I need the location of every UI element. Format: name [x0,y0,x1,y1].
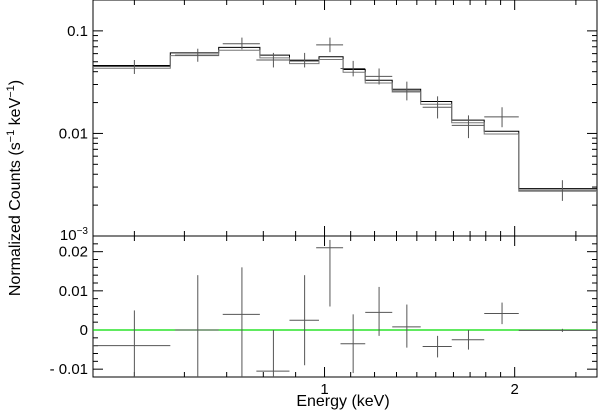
data-point [340,60,366,77]
data-point [175,48,219,62]
data-point [256,52,290,68]
residual-point [175,275,219,377]
ylabel-part-3: ) [7,80,24,85]
residual-point [484,302,519,325]
y-axis-label: Normalized Counts (s−1 keV−1) [5,80,24,296]
residual-point [340,314,366,374]
data-point [289,52,319,68]
ytick-label-bottom-3: - 0.01 [50,361,88,378]
model-step-line-secondary [93,49,597,192]
residual-point [289,275,319,366]
residual-point [256,330,290,377]
bottom-panel-ticks: 1 2 0.02 0.01 0 - 0.01 [50,235,597,398]
ytick-label-top-0: 0.1 [67,23,88,40]
data-point [484,107,519,128]
model-step-line [93,46,597,190]
top-panel-frame [92,0,598,237]
residual-point [222,267,260,377]
data-point [518,180,597,201]
ytick-min-base: 10 [60,227,77,244]
residual-point [518,328,597,332]
data-points [93,37,597,201]
ylabel-sup-2: −1 [5,85,17,98]
residual-point [422,335,452,358]
residual-point [93,310,171,377]
ytick-label-bottom-1: 0.01 [59,283,88,300]
data-point [451,115,485,139]
ytick-label-bottom-0: 0.02 [59,244,88,261]
residual-points [93,239,597,377]
ylabel-sup-1: −1 [5,130,17,143]
ytick-label-bottom-2: 0 [80,322,88,339]
top-panel-ticks: 0.1 0.01 [59,0,597,237]
data-point [222,37,260,50]
data-point [392,81,421,101]
ylabel-part-1: Normalized Counts (s [7,142,24,296]
ytick-min-exp: −3 [77,226,89,237]
xtick-label-0: 1 [320,381,328,398]
residual-point [316,239,344,307]
ytick-label-top-1: 0.01 [59,125,88,142]
data-point [422,96,452,119]
residual-point [451,330,485,350]
data-point [93,60,171,74]
model-curve [93,46,597,192]
bottom-panel-frame [92,235,598,378]
x-axis-label: Energy (keV) [296,393,389,410]
data-point [316,37,344,53]
residual-point [365,286,393,336]
ylabel-part-2: keV [7,97,24,129]
ytick-label-min: 10−3 [60,226,89,244]
xtick-label-1: 2 [511,381,519,398]
data-point [365,68,393,85]
residual-point [392,304,421,348]
